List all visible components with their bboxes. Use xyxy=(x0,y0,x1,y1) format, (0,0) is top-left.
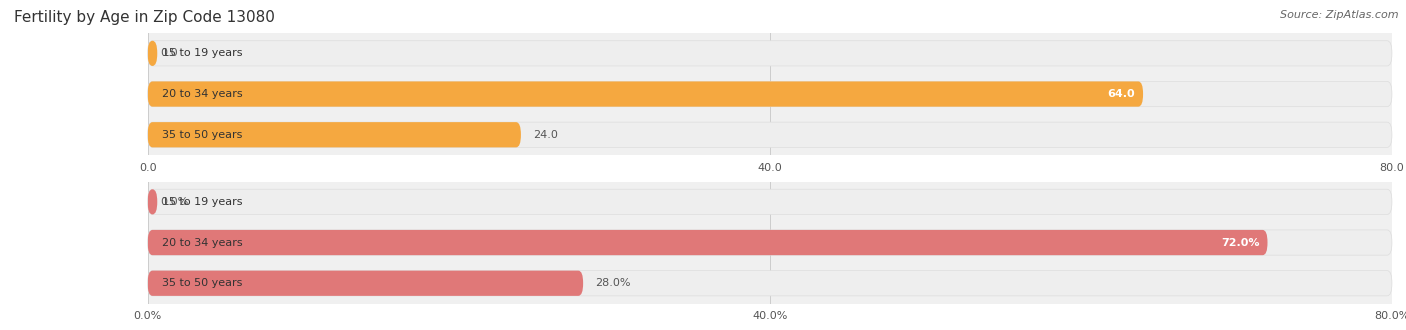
FancyBboxPatch shape xyxy=(148,122,520,148)
FancyBboxPatch shape xyxy=(148,271,583,296)
Text: Source: ZipAtlas.com: Source: ZipAtlas.com xyxy=(1281,10,1399,20)
FancyBboxPatch shape xyxy=(148,230,1268,255)
FancyBboxPatch shape xyxy=(148,189,157,214)
FancyBboxPatch shape xyxy=(148,41,157,66)
Text: 15 to 19 years: 15 to 19 years xyxy=(162,197,242,207)
FancyBboxPatch shape xyxy=(148,230,1392,255)
Text: 72.0%: 72.0% xyxy=(1222,238,1260,248)
Text: 15 to 19 years: 15 to 19 years xyxy=(162,49,242,58)
Text: 35 to 50 years: 35 to 50 years xyxy=(162,130,242,140)
FancyBboxPatch shape xyxy=(148,82,1143,107)
Text: 28.0%: 28.0% xyxy=(596,278,631,288)
FancyBboxPatch shape xyxy=(148,82,1392,107)
Text: Fertility by Age in Zip Code 13080: Fertility by Age in Zip Code 13080 xyxy=(14,10,276,25)
FancyBboxPatch shape xyxy=(148,41,1392,66)
Text: 0.0: 0.0 xyxy=(160,49,177,58)
Text: 0.0%: 0.0% xyxy=(160,197,188,207)
FancyBboxPatch shape xyxy=(148,189,1392,214)
FancyBboxPatch shape xyxy=(148,122,1392,148)
Text: 20 to 34 years: 20 to 34 years xyxy=(162,238,243,248)
Text: 64.0: 64.0 xyxy=(1108,89,1135,99)
Text: 20 to 34 years: 20 to 34 years xyxy=(162,89,243,99)
Text: 35 to 50 years: 35 to 50 years xyxy=(162,278,242,288)
FancyBboxPatch shape xyxy=(148,271,1392,296)
Text: 24.0: 24.0 xyxy=(533,130,558,140)
